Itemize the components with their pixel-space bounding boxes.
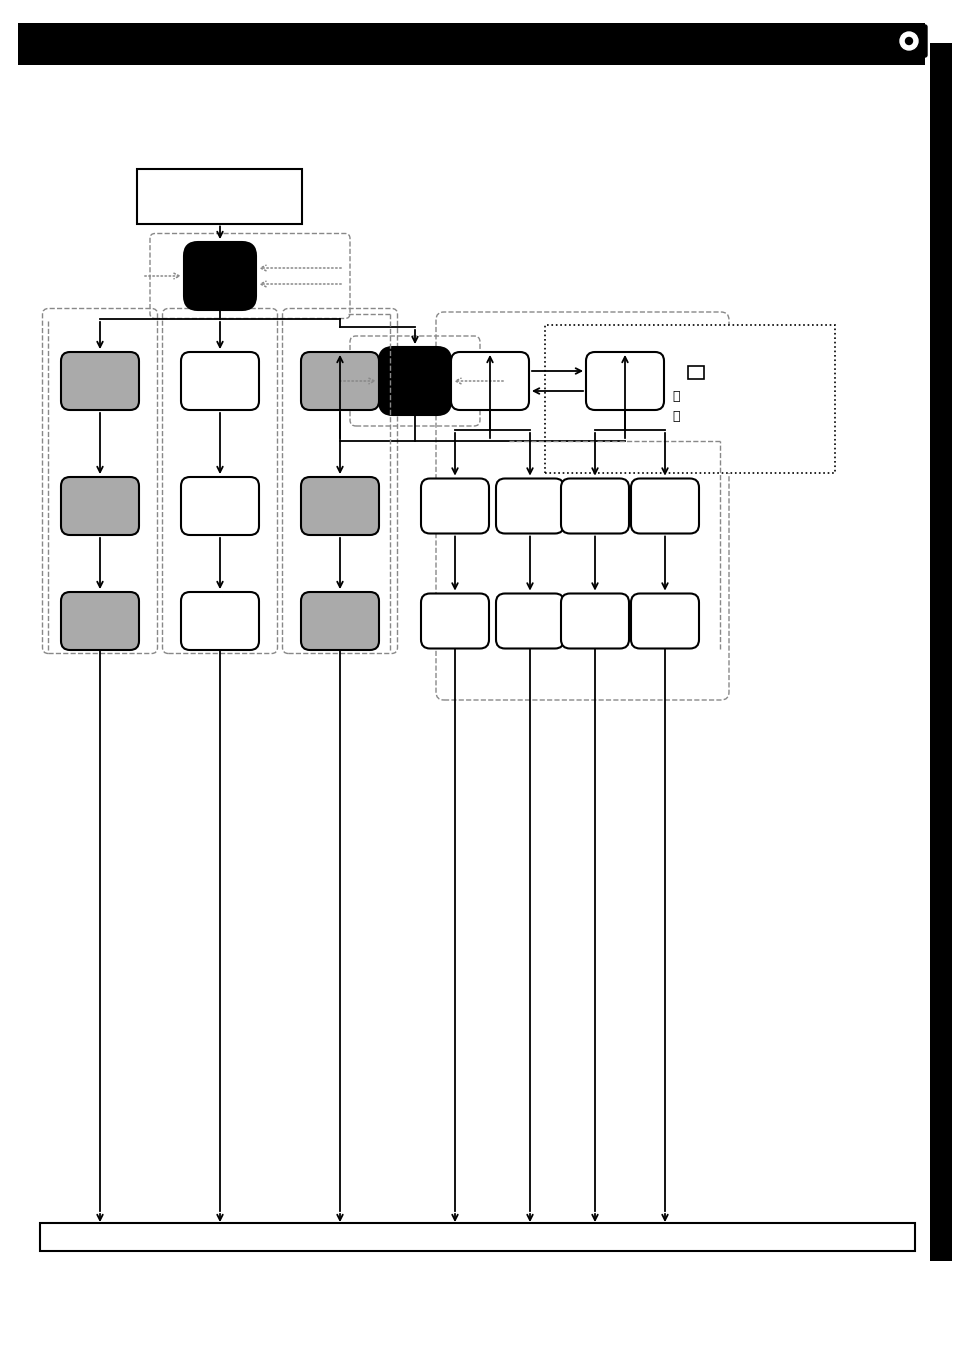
Bar (544, 326, 834, 473)
Bar (18, 23, 924, 65)
FancyBboxPatch shape (181, 477, 258, 535)
FancyBboxPatch shape (61, 477, 139, 535)
FancyBboxPatch shape (496, 478, 563, 534)
FancyBboxPatch shape (496, 593, 563, 648)
Circle shape (904, 38, 911, 45)
FancyBboxPatch shape (378, 347, 451, 415)
Circle shape (899, 32, 917, 50)
FancyBboxPatch shape (301, 477, 378, 535)
Bar (137, 169, 302, 223)
FancyBboxPatch shape (451, 353, 529, 409)
FancyBboxPatch shape (61, 592, 139, 650)
FancyBboxPatch shape (301, 592, 378, 650)
Bar (40, 1223, 914, 1251)
Bar (929, 43, 951, 1260)
FancyBboxPatch shape (630, 593, 699, 648)
Bar (687, 366, 703, 380)
FancyBboxPatch shape (61, 353, 139, 409)
FancyBboxPatch shape (301, 353, 378, 409)
FancyBboxPatch shape (181, 592, 258, 650)
FancyBboxPatch shape (420, 478, 489, 534)
FancyBboxPatch shape (585, 353, 663, 409)
Text: ⏩: ⏩ (671, 389, 679, 403)
FancyBboxPatch shape (560, 478, 628, 534)
FancyBboxPatch shape (560, 593, 628, 648)
Text: ⏪: ⏪ (671, 409, 679, 423)
FancyBboxPatch shape (630, 478, 699, 534)
FancyBboxPatch shape (420, 593, 489, 648)
FancyBboxPatch shape (890, 26, 926, 57)
FancyBboxPatch shape (184, 242, 255, 309)
FancyBboxPatch shape (181, 353, 258, 409)
